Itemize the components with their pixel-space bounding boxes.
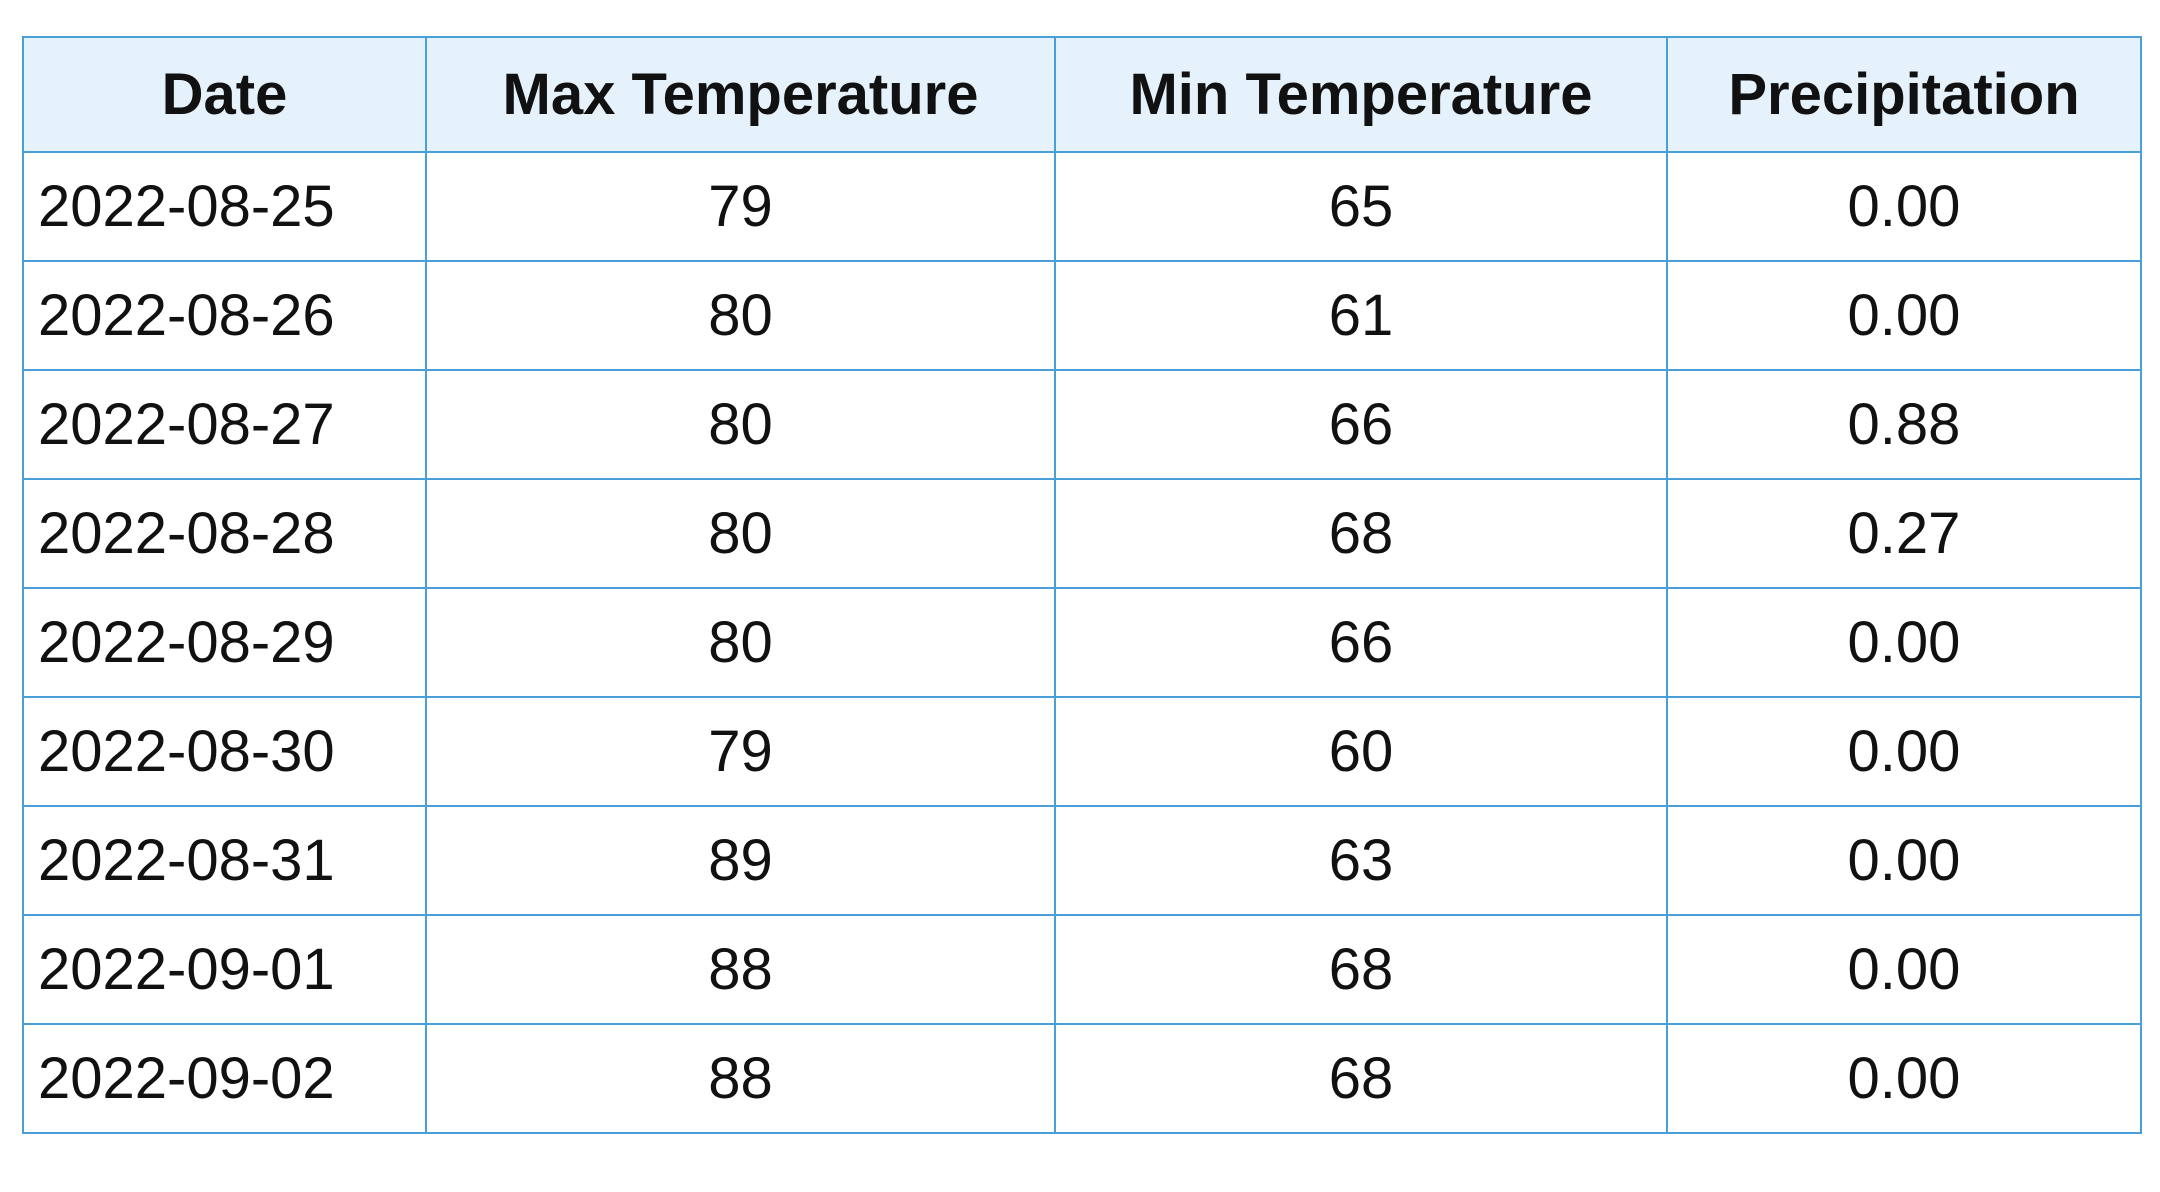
table-cell: 2022-08-31 (22, 805, 427, 916)
table-cell: 80 (425, 587, 1056, 698)
table-cell: 61 (1054, 260, 1668, 371)
weather-table: Date Max Temperature Min Temperature Precip… (22, 36, 2142, 1134)
table-cell: 88 (425, 914, 1056, 1025)
table-cell: 68 (1054, 1023, 1668, 1134)
table-cell: 65 (1054, 151, 1668, 262)
table-cell: 0.00 (1666, 587, 2142, 698)
header-row: Date Max Temperature Min Temperature Precip… (22, 36, 2142, 153)
table-cell: 2022-08-28 (22, 478, 427, 589)
table-cell: 2022-09-01 (22, 914, 427, 1025)
table-cell: 88 (425, 1023, 1056, 1134)
table-body: 2022-08-25 79 65 0.00 2022-08-26 80 61 0.00 2022… (22, 151, 2142, 1134)
table-cell: 80 (425, 478, 1056, 589)
table-head: Date Max Temperature Min Temperature Precip… (22, 36, 2142, 153)
table-row: 2022-08-28 80 68 0.27 (22, 478, 2142, 589)
table-cell: 0.88 (1666, 369, 2142, 480)
table-cell: 2022-08-26 (22, 260, 427, 371)
table-cell: 2022-08-30 (22, 696, 427, 807)
table-row: 2022-08-25 79 65 0.00 (22, 151, 2142, 262)
table-cell: 80 (425, 369, 1056, 480)
table-row: 2022-08-27 80 66 0.88 (22, 369, 2142, 480)
table-cell: 0.00 (1666, 696, 2142, 807)
table-row: 2022-08-30 79 60 0.00 (22, 696, 2142, 807)
table-cell: 66 (1054, 369, 1668, 480)
table-cell: 79 (425, 696, 1056, 807)
table-cell: 60 (1054, 696, 1668, 807)
table-cell: 0.00 (1666, 260, 2142, 371)
column-header: Precipitation (1666, 36, 2142, 153)
table-cell: 79 (425, 151, 1056, 262)
table-row: 2022-09-01 88 68 0.00 (22, 914, 2142, 1025)
table-row: 2022-08-29 80 66 0.00 (22, 587, 2142, 698)
table-cell: 2022-09-02 (22, 1023, 427, 1134)
table-row: 2022-09-02 88 68 0.00 (22, 1023, 2142, 1134)
table-cell: 68 (1054, 478, 1668, 589)
table-cell: 63 (1054, 805, 1668, 916)
column-header: Min Temperature (1054, 36, 1668, 153)
column-header: Max Temperature (425, 36, 1056, 153)
table-cell: 68 (1054, 914, 1668, 1025)
table-row: 2022-08-26 80 61 0.00 (22, 260, 2142, 371)
table-cell: 0.00 (1666, 914, 2142, 1025)
column-header: Date (22, 36, 427, 153)
table-cell: 0.27 (1666, 478, 2142, 589)
table-cell: 0.00 (1666, 1023, 2142, 1134)
table-cell: 2022-08-25 (22, 151, 427, 262)
table-cell: 0.00 (1666, 151, 2142, 262)
table-cell: 0.00 (1666, 805, 2142, 916)
table-cell: 66 (1054, 587, 1668, 698)
table-cell: 2022-08-29 (22, 587, 427, 698)
table-cell: 89 (425, 805, 1056, 916)
table-row: 2022-08-31 89 63 0.00 (22, 805, 2142, 916)
table-cell: 80 (425, 260, 1056, 371)
table-cell: 2022-08-27 (22, 369, 427, 480)
